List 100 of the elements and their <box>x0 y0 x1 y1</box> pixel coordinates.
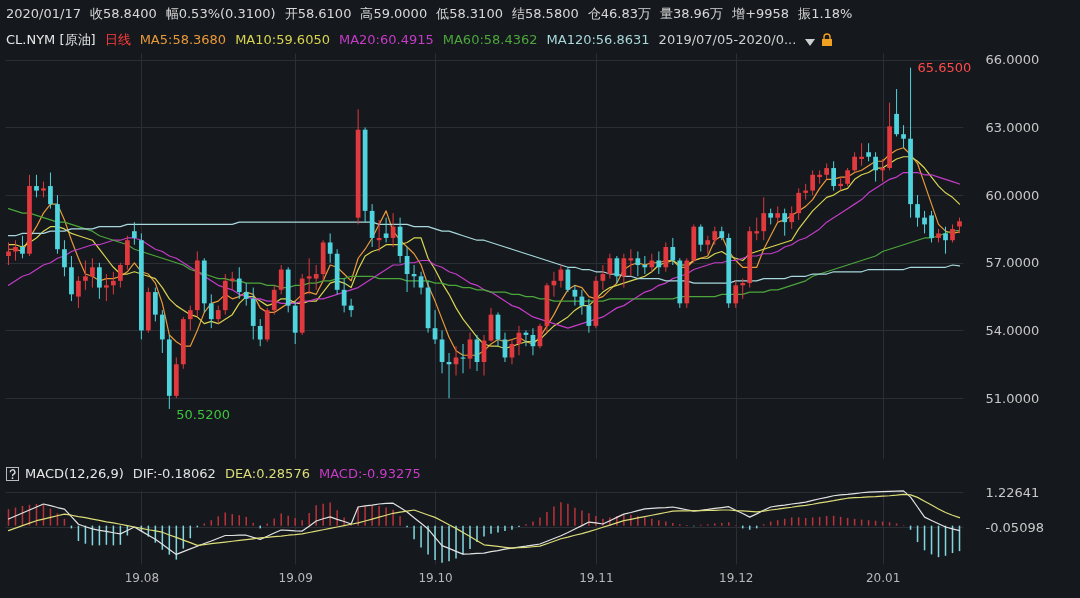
y-tick-label: 1.22641 <box>985 484 1040 500</box>
y-tick-label: -0.05098 <box>985 519 1044 535</box>
candlestick <box>104 273 109 302</box>
candlestick <box>62 239 67 277</box>
candlestick <box>922 210 927 234</box>
series-label: MACD:-0.93275 <box>318 466 421 481</box>
text: 幅0.53%(0.3100) <box>165 6 276 21</box>
candlestick <box>649 253 655 273</box>
candlestick <box>236 266 242 300</box>
candlestick <box>873 151 878 183</box>
candlestick <box>306 257 312 295</box>
text: 结58.5800 <box>511 6 579 21</box>
text: DIF:-0.18062 <box>132 466 216 481</box>
candlestick <box>215 305 221 325</box>
candlestick <box>845 167 850 187</box>
candlestick <box>761 196 767 241</box>
candlestick <box>733 280 739 309</box>
candlestick <box>754 217 760 241</box>
chart-subtitle: 日线 <box>104 32 131 47</box>
y-tick-label: 54.0000 <box>985 322 1040 338</box>
candlestick <box>600 264 606 291</box>
text: 增+9958 <box>732 6 790 21</box>
y-tick-label: 51.0000 <box>985 390 1040 406</box>
candlestick <box>705 235 711 255</box>
candlestick <box>20 235 25 259</box>
text: 开58.6100 <box>284 6 352 21</box>
y-tick-label: 57.0000 <box>985 255 1040 271</box>
candlestick <box>789 205 795 230</box>
candlestick <box>6 241 11 266</box>
candlestick <box>642 255 648 275</box>
candlestick <box>950 223 955 243</box>
candlestick <box>187 305 193 331</box>
y-tick-label: 63.0000 <box>985 119 1040 135</box>
y-tick-label: 66.0000 <box>985 52 1040 68</box>
candlestick <box>257 318 263 347</box>
text: 收58.8400 <box>89 6 157 21</box>
candlestick <box>208 293 214 329</box>
text: 2019/07/05-2020/0... <box>658 32 797 47</box>
line-series <box>7 171 961 329</box>
candlestick <box>782 208 788 237</box>
candlestick <box>243 282 249 307</box>
candlestick <box>614 255 620 284</box>
candlestick <box>278 264 284 295</box>
x-tick-label: 19.12 <box>719 570 754 585</box>
x-tick-label: 19.10 <box>418 570 453 585</box>
text: MA10:59.6050 <box>235 32 330 47</box>
annotation: 65.6500 <box>917 59 972 75</box>
candlestick <box>635 250 641 277</box>
chart-title: CL.NYM [原油] <box>6 32 96 47</box>
text: DEA:0.28576 <box>224 466 310 481</box>
candlestick <box>327 232 333 264</box>
x-tick-label: 19.08 <box>124 570 160 585</box>
candlestick <box>111 271 116 295</box>
candlestick <box>810 169 816 196</box>
candlestick <box>852 151 857 174</box>
annotation: 50.5200 <box>176 406 231 422</box>
x-tick-label: 19.11 <box>579 570 614 585</box>
candlestick <box>383 217 389 243</box>
text: MA20:60.4915 <box>338 32 434 47</box>
candlestick <box>118 262 123 289</box>
y-tick-label: 60.0000 <box>985 187 1040 203</box>
line-series <box>7 493 961 549</box>
candlestick <box>229 271 235 291</box>
candlestick <box>607 253 613 280</box>
candlestick <box>656 250 662 275</box>
candlestick <box>866 142 871 162</box>
candlestick <box>943 226 948 255</box>
candlestick <box>83 260 88 291</box>
candlestick <box>76 275 81 309</box>
text: 高59.0000 <box>360 6 428 21</box>
candlestick <box>90 257 95 289</box>
text: 振1.18% <box>798 6 853 21</box>
candlestick <box>859 142 864 167</box>
text: 低58.3100 <box>436 6 503 21</box>
candlestick <box>663 241 669 273</box>
candlestick <box>271 284 277 316</box>
candlestick <box>880 158 885 183</box>
candlestick <box>670 237 676 266</box>
line-series <box>7 221 961 284</box>
text: 仓46.83万 <box>587 6 651 21</box>
text: 2020/01/17 <box>6 6 81 21</box>
candlestick <box>894 88 899 137</box>
candlestick <box>348 298 354 318</box>
text: MA120:56.8631 <box>546 32 650 47</box>
candlestick <box>313 264 319 291</box>
candlestick <box>48 172 53 210</box>
text: 量38.96万 <box>659 6 724 21</box>
candlestick <box>915 194 920 228</box>
candlestick <box>740 278 746 300</box>
line-series <box>7 490 961 556</box>
text: MA60:58.4362 <box>442 32 538 47</box>
text: MA5:58.3680 <box>139 32 227 47</box>
chart-title: MACD(12,26,9) <box>25 466 124 481</box>
x-tick-label: 20.01 <box>865 570 901 585</box>
candlestick <box>34 174 39 198</box>
x-tick-label: 19.09 <box>278 570 313 585</box>
candlestick <box>831 160 837 192</box>
candlestick <box>929 210 934 243</box>
candlestick <box>621 253 627 289</box>
candlestick <box>698 223 704 252</box>
